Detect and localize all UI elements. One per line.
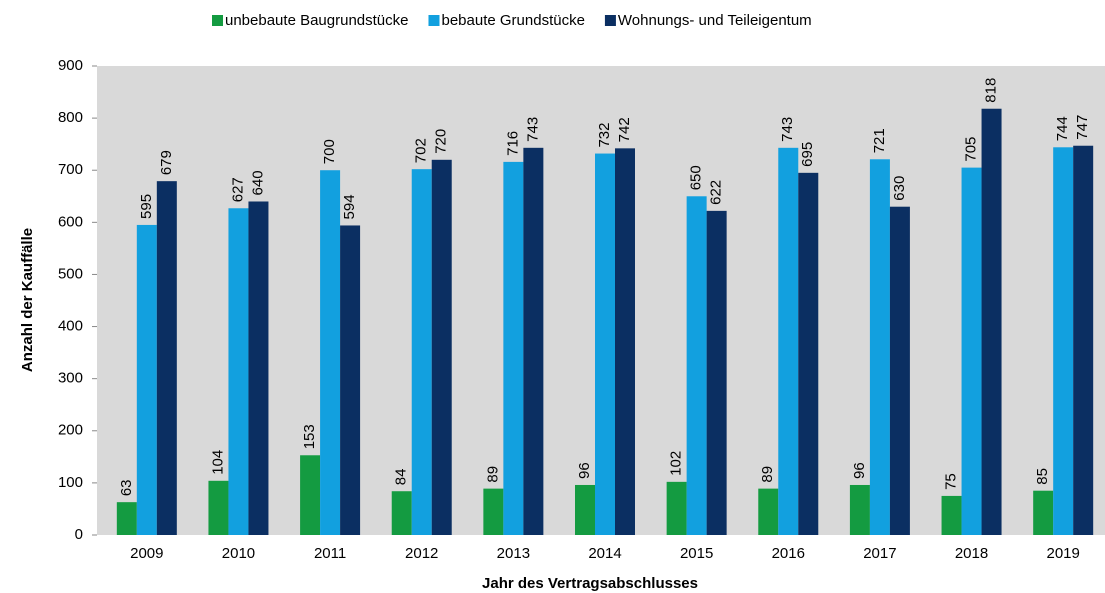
bar	[228, 208, 249, 535]
data-label: 695	[799, 142, 816, 167]
legend-swatch	[604, 15, 616, 26]
data-label: 630	[891, 176, 908, 201]
bar	[941, 495, 962, 535]
bar	[615, 148, 635, 535]
bar	[483, 488, 504, 535]
bar	[1073, 145, 1094, 536]
data-label: 84	[393, 469, 410, 486]
data-label: 744	[1054, 116, 1071, 141]
y-tick-label: 300	[58, 370, 83, 387]
x-axis-title: Jahr des Vertragsabschlusses	[482, 575, 698, 592]
x-tick-label: 2017	[863, 545, 896, 562]
data-label: 153	[301, 424, 318, 449]
legend-swatch	[428, 15, 440, 26]
x-tick-label: 2014	[588, 545, 621, 562]
x-tick-label: 2013	[497, 545, 530, 562]
bar	[981, 108, 1002, 535]
bar	[778, 147, 799, 535]
data-label: 747	[1074, 115, 1091, 140]
x-tick-label: 2011	[314, 545, 346, 562]
y-tick-label: 0	[75, 526, 83, 543]
data-label: 720	[433, 129, 450, 154]
data-label: 818	[983, 78, 1000, 103]
x-tick-label: 2016	[772, 545, 805, 562]
data-label: 627	[229, 177, 246, 202]
bar	[208, 480, 229, 535]
data-label: 594	[341, 194, 358, 219]
bar	[758, 488, 779, 535]
bar	[961, 167, 982, 535]
legend-label: bebaute Grundstücke	[441, 12, 584, 29]
y-tick-label: 800	[58, 109, 83, 126]
data-label: 89	[759, 466, 776, 483]
legend-label: unbebaute Baugrundstücke	[225, 12, 408, 29]
bar	[320, 170, 341, 535]
x-tick-label: 2015	[680, 545, 713, 562]
x-tick-label: 2009	[130, 545, 163, 562]
bar	[849, 484, 870, 535]
y-tick-label: 500	[58, 265, 83, 282]
y-tick-label: 100	[58, 474, 83, 491]
data-label: 721	[871, 128, 888, 153]
bar	[1033, 490, 1054, 535]
y-tick-label: 700	[58, 161, 83, 178]
data-label: 89	[484, 466, 501, 483]
bar	[136, 224, 157, 535]
data-label: 732	[596, 123, 613, 148]
bar	[889, 206, 910, 535]
x-tick-label: 2012	[405, 545, 438, 562]
data-label: 702	[413, 138, 430, 163]
data-label: 102	[668, 451, 685, 476]
data-label: 743	[779, 117, 796, 142]
legend-label: Wohnungs- und Teileigentum	[618, 12, 812, 29]
data-label: 640	[249, 170, 266, 195]
bar	[666, 481, 687, 535]
y-tick-label: 600	[58, 213, 83, 230]
data-label: 679	[158, 150, 175, 175]
legend-swatch	[212, 15, 223, 26]
bar	[391, 491, 412, 535]
bar	[523, 147, 544, 535]
y-axis-title: Anzahl der Kauffälle	[19, 228, 36, 372]
data-label: 705	[963, 137, 980, 162]
bar	[1053, 147, 1074, 535]
bar	[575, 484, 595, 535]
bar	[595, 153, 615, 535]
bar	[431, 159, 452, 536]
bar	[411, 169, 432, 535]
bar	[503, 161, 524, 535]
data-label: 104	[209, 450, 226, 475]
data-label: 742	[616, 117, 633, 142]
bar	[340, 225, 361, 535]
bar	[798, 172, 819, 536]
data-label: 716	[504, 131, 521, 156]
x-tick-label: 2019	[1046, 545, 1079, 562]
data-label: 85	[1034, 468, 1051, 485]
data-label: 595	[138, 194, 155, 219]
data-label: 96	[851, 462, 868, 479]
data-label: 700	[321, 139, 338, 164]
data-label: 75	[943, 473, 960, 490]
x-tick-label: 2010	[222, 545, 255, 562]
x-tick-label: 2018	[955, 545, 988, 562]
data-label: 650	[688, 165, 705, 190]
data-label: 622	[708, 180, 725, 205]
bar	[116, 502, 137, 535]
bar	[869, 159, 890, 536]
data-label: 96	[576, 462, 593, 479]
bar	[156, 181, 177, 535]
bar	[706, 210, 727, 535]
y-tick-label: 200	[58, 422, 83, 439]
data-label: 63	[118, 479, 135, 496]
bar	[300, 455, 321, 535]
y-tick-label: 900	[58, 57, 83, 74]
bar	[248, 201, 269, 535]
y-tick-label: 400	[58, 318, 83, 335]
bar	[686, 196, 707, 535]
data-label: 743	[524, 117, 541, 142]
